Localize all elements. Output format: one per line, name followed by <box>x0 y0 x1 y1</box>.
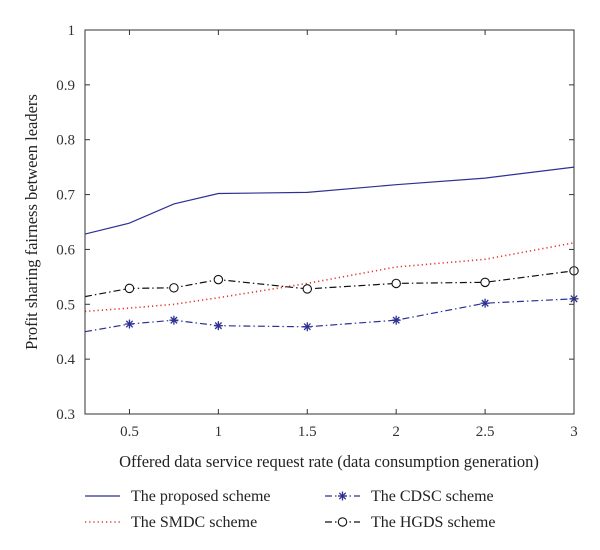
legend-label: The HGDS scheme <box>371 514 495 531</box>
y-tick-label: 0.6 <box>56 242 75 258</box>
series-line <box>84 298 575 333</box>
legend-label: The CDSC scheme <box>371 488 494 505</box>
star-marker <box>391 315 401 325</box>
circle-marker <box>480 277 490 288</box>
circle-marker <box>124 283 135 294</box>
legend: The proposed scheme The SMDC scheme The CD… <box>85 488 495 531</box>
y-tick-label: 1 <box>68 23 76 39</box>
star-marker <box>302 322 312 332</box>
circle-marker <box>169 283 179 293</box>
star-marker <box>338 491 347 501</box>
x-tick-label: 0.5 <box>120 424 139 440</box>
circle-marker <box>302 284 313 294</box>
x-tick-label: 2 <box>392 424 400 440</box>
y-tick-label: 0.5 <box>56 297 75 313</box>
series-line <box>84 166 575 235</box>
legend-label: The proposed scheme <box>131 488 271 505</box>
x-tick-label: 3 <box>570 424 578 440</box>
x-tick-label: 1.5 <box>298 424 317 440</box>
y-tick-label: 0.4 <box>56 352 75 368</box>
plot-area <box>85 30 574 414</box>
legend-label: The SMDC scheme <box>131 514 257 531</box>
star-marker <box>480 298 490 308</box>
x-tick-labels: 0.5 1 1.5 2 2.5 3 <box>120 424 578 440</box>
series-4 <box>84 266 579 298</box>
x-tick-label: 1 <box>215 424 223 440</box>
plot-frame <box>84 29 575 415</box>
legend-entry: The SMDC scheme <box>85 514 257 531</box>
legend-entry: The proposed scheme <box>85 488 271 505</box>
x-tick-label: 2.5 <box>476 424 495 440</box>
y-tick-label: 0.9 <box>56 78 75 94</box>
legend-entry: The CDSC scheme <box>325 488 494 505</box>
y-tick-labels: 0.3 0.4 0.5 0.6 0.7 0.8 0.9 1 <box>56 23 75 423</box>
x-axis-label: Offered data service request rate (data … <box>119 452 539 471</box>
y-tick-label: 0.7 <box>56 188 75 204</box>
star-marker <box>213 321 223 331</box>
star-marker <box>124 319 134 329</box>
series-layer <box>84 166 579 333</box>
y-tick-label: 0.3 <box>56 407 75 423</box>
series-3 <box>84 294 579 333</box>
series-1 <box>84 166 575 235</box>
circle-marker <box>337 517 348 527</box>
circle-marker <box>213 274 224 285</box>
series-line <box>84 270 575 298</box>
y-tick-label: 0.8 <box>56 133 75 149</box>
legend-entry: The HGDS scheme <box>325 514 495 531</box>
y-axis-label: Profit sharing fairness between leaders <box>22 94 41 350</box>
circle-marker <box>391 278 401 289</box>
star-marker <box>169 315 179 325</box>
